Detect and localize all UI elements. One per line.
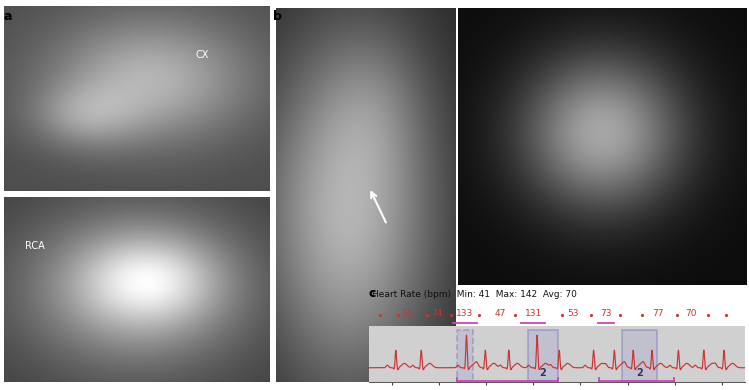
Text: 74: 74: [431, 309, 443, 318]
Text: 47: 47: [494, 309, 506, 318]
Text: 53: 53: [568, 309, 579, 318]
Text: 131: 131: [525, 309, 542, 318]
Bar: [622, 330, 657, 381]
Text: c: c: [369, 287, 376, 300]
Text: a: a: [4, 10, 12, 23]
Text: 2: 2: [636, 369, 643, 378]
Text: 73: 73: [601, 309, 612, 318]
Text: CX: CX: [195, 50, 208, 60]
Bar: [457, 330, 473, 381]
Text: 74: 74: [401, 309, 412, 318]
Text: 77: 77: [652, 309, 664, 318]
Text: Heart Rate (bpm)  Min: 41  Max: 142  Avg: 70: Heart Rate (bpm) Min: 41 Max: 142 Avg: 7…: [372, 290, 577, 300]
Text: 2: 2: [539, 369, 546, 378]
Text: 70: 70: [685, 309, 697, 318]
Text: b: b: [273, 10, 282, 23]
Text: 133: 133: [456, 309, 473, 318]
Bar: [528, 330, 558, 381]
Text: RCA: RCA: [25, 241, 45, 251]
